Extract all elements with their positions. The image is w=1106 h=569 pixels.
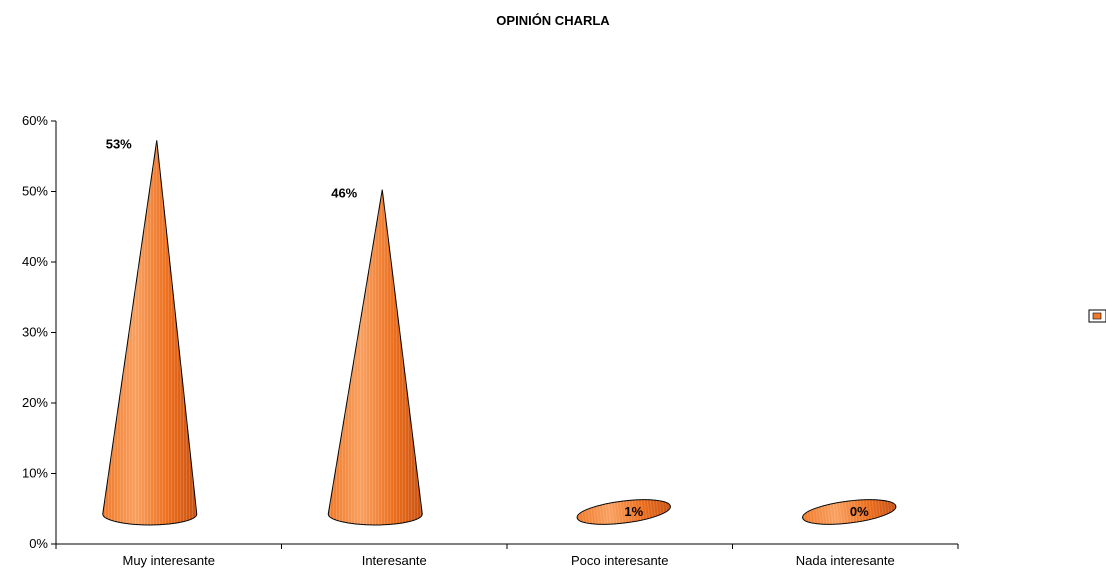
chart-title: OPINIÓN CHARLA <box>496 13 610 28</box>
x-tick-label: Nada interesante <box>796 553 895 568</box>
chart-marks <box>102 140 897 526</box>
x-tick-label: Interesante <box>362 553 427 568</box>
legend <box>1088 309 1106 323</box>
data-labels: 53% 46% 1% 0% <box>106 136 869 519</box>
y-tick-label: 20% <box>22 395 48 410</box>
y-tick-label: 0% <box>29 536 48 551</box>
cone-bar <box>327 189 423 526</box>
cone-bar <box>576 499 671 525</box>
x-axis-ticks: Muy interesante Interesante Poco interesan… <box>55 544 959 568</box>
data-label: 46% <box>331 186 357 201</box>
data-label: 1% <box>624 504 643 519</box>
y-tick-label: 30% <box>22 325 48 340</box>
x-tick-label: Muy interesante <box>123 553 216 568</box>
data-label: 0% <box>850 504 869 519</box>
y-tick-label: 60% <box>22 113 48 128</box>
y-tick-label: 10% <box>22 466 48 481</box>
y-tick-label: 40% <box>22 254 48 269</box>
y-axis-ticks: 0% 10% 20% 30% 40% 50% 60% <box>22 113 56 551</box>
x-tick-label: Poco interesante <box>571 553 669 568</box>
legend-swatch <box>1092 312 1102 320</box>
data-label: 53% <box>106 136 132 151</box>
cone-bar <box>102 140 198 526</box>
cone-bar <box>802 499 897 525</box>
y-tick-label: 50% <box>22 184 48 199</box>
